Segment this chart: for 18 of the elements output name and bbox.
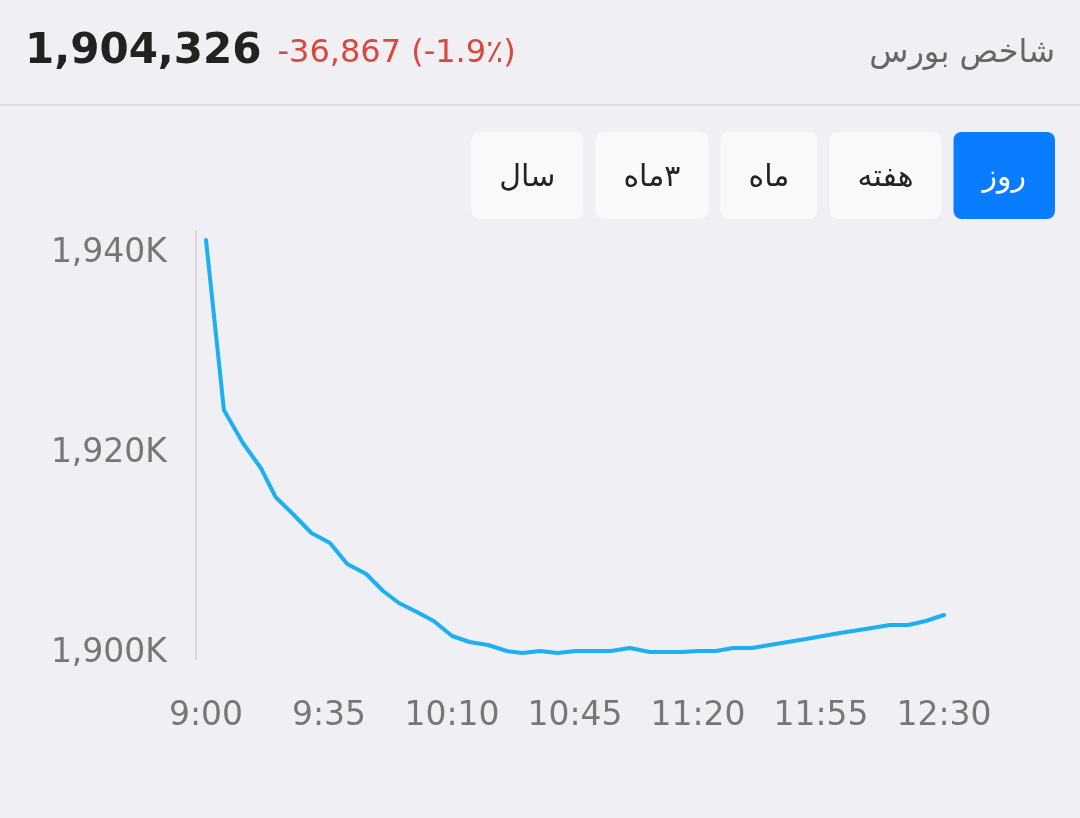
y-tick-label: 1,900K bbox=[50, 631, 169, 670]
chart-title: شاخص بورس bbox=[869, 32, 1055, 70]
x-tick-label: 11:20 bbox=[650, 694, 746, 733]
x-tick-label: 10:10 bbox=[404, 694, 500, 733]
button: سال bbox=[471, 132, 584, 219]
x-tick-label: 10:45 bbox=[527, 694, 623, 733]
button: هفته bbox=[829, 132, 942, 219]
x-tick-label: 9:35 bbox=[291, 694, 367, 733]
button: روز bbox=[953, 132, 1055, 219]
x-tick-label: 11:55 bbox=[773, 694, 869, 733]
button: ماه bbox=[720, 132, 818, 219]
chart-subtitle: 1,904,326 bbox=[25, 24, 262, 73]
y-tick-label: 1,940K bbox=[50, 231, 169, 270]
x-tick-label: 9:00 bbox=[168, 694, 244, 733]
text: -36,867 (-1.9٪) bbox=[277, 32, 516, 70]
y-tick-label: 1,920K bbox=[50, 431, 169, 470]
x-tick-label: 12:30 bbox=[896, 694, 992, 733]
button: ۳ماه bbox=[595, 132, 709, 219]
